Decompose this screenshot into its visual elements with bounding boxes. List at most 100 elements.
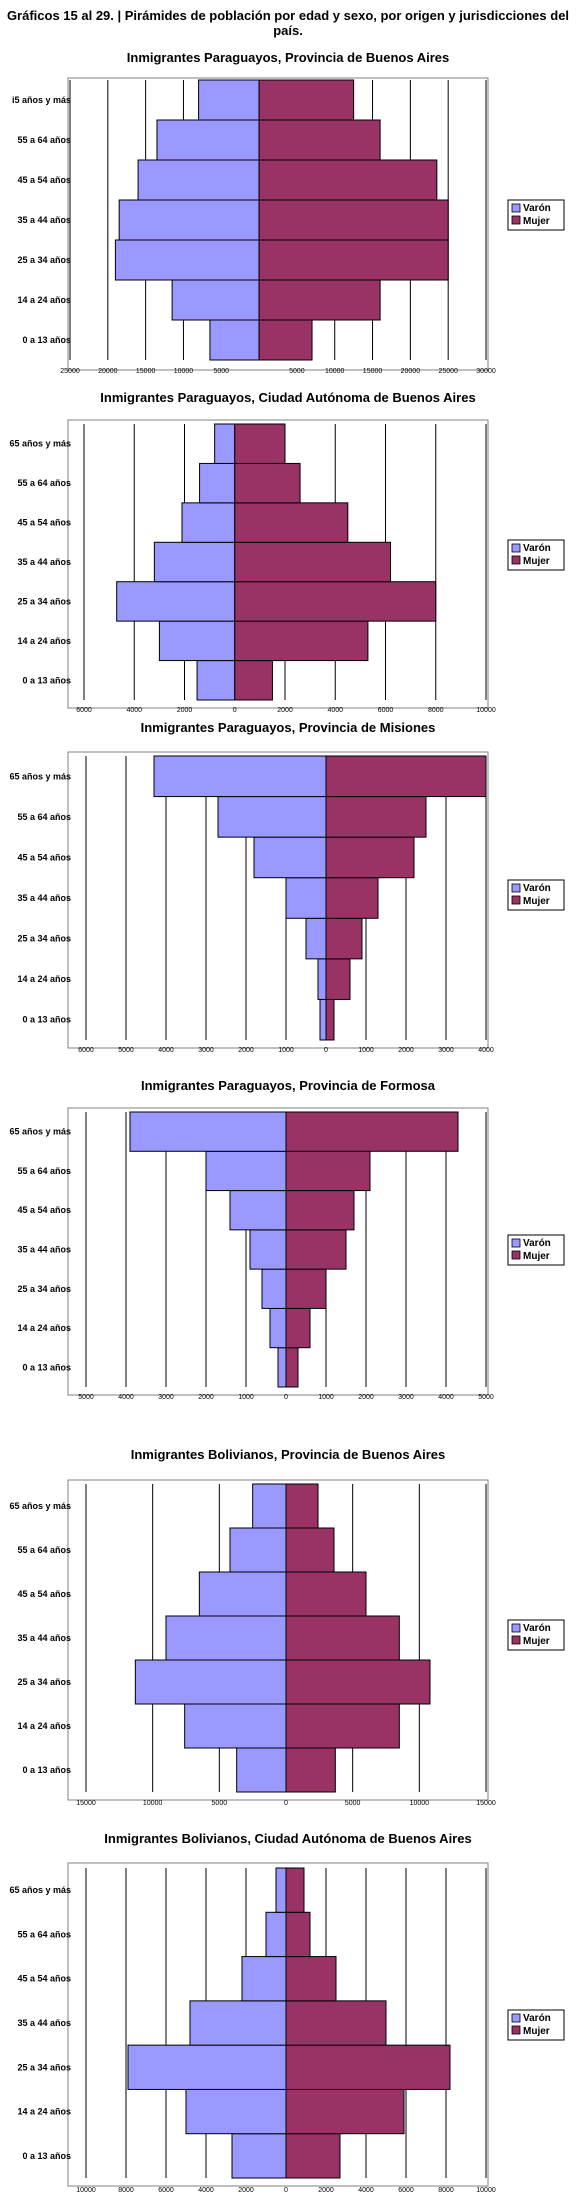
chart-title: Inmigrantes Bolivianos, Provincia de Bue… xyxy=(131,1447,446,1462)
bar-mujer xyxy=(285,1571,367,1617)
bar-varon xyxy=(214,423,236,464)
bar-mujer xyxy=(285,1307,311,1349)
bar-varon xyxy=(277,1347,287,1388)
category-label: 14 a 24 años xyxy=(17,1721,71,1731)
bar-mujer xyxy=(234,541,392,583)
bar-varon xyxy=(114,239,260,281)
legend-label-mujer: Mujer xyxy=(523,2026,550,2037)
bar-mujer xyxy=(285,1268,327,1309)
category-label: 14 a 24 años xyxy=(17,636,71,646)
bar-mujer xyxy=(234,660,273,701)
x-tick-label: 25000 xyxy=(60,368,80,375)
bar-varon xyxy=(261,1268,287,1309)
category-label: 45 a 54 años xyxy=(17,1589,71,1599)
bar-varon xyxy=(165,1615,287,1661)
bar-varon xyxy=(196,660,236,701)
chart-title: Inmigrantes Paraguayos, Provincia de For… xyxy=(141,1078,436,1093)
x-tick-label: 4000 xyxy=(358,2187,374,2194)
legend: Varón Mujer xyxy=(507,1619,565,1651)
bar-varon xyxy=(319,998,327,1041)
legend-swatch-mujer xyxy=(511,1635,521,1645)
x-tick-label: 10000 xyxy=(476,707,496,714)
x-tick-label: 10000 xyxy=(143,1800,163,1807)
bar-mujer xyxy=(325,958,351,1000)
bar-mujer xyxy=(234,502,349,543)
bar-mujer xyxy=(325,836,415,879)
category-label: 65 años y más xyxy=(9,439,71,449)
legend-label-mujer: Mujer xyxy=(523,556,550,567)
legend-label-mujer: Mujer xyxy=(523,216,550,227)
bar-varon xyxy=(171,279,260,321)
chart-title: Inmigrantes Paraguayos, Ciudad Autónoma … xyxy=(100,390,475,405)
x-tick-label: 6000 xyxy=(158,2187,174,2194)
bar-varon xyxy=(285,877,327,919)
x-tick-label: 15000 xyxy=(476,1800,496,1807)
legend-label-varon: Varón xyxy=(523,2013,551,2024)
chart-4: Inmigrantes Paraguayos, Provincia de For… xyxy=(9,1078,565,1401)
x-tick-label: 3000 xyxy=(398,1394,414,1401)
category-label: 65 años y más xyxy=(9,771,71,781)
legend-label-mujer: Mujer xyxy=(523,1636,550,1647)
bar-varon xyxy=(269,1307,287,1349)
legend-label-varon: Varón xyxy=(523,543,551,554)
bar-mujer xyxy=(325,796,427,838)
x-tick-label: 0 xyxy=(324,1047,328,1054)
legend-swatch-varon xyxy=(511,2013,521,2023)
bar-mujer xyxy=(285,1483,319,1529)
x-tick-label: 2000 xyxy=(318,2187,334,2194)
category-label: 35 a 44 años xyxy=(17,1633,71,1643)
x-tick-label: 2000 xyxy=(238,2187,254,2194)
bar-mujer xyxy=(285,1190,355,1231)
x-tick-label: 6000 xyxy=(398,2187,414,2194)
bar-varon xyxy=(252,1483,287,1529)
legend-swatch-mujer xyxy=(511,1250,521,1260)
x-tick-label: 10000 xyxy=(76,2187,96,2194)
category-label: 14 a 24 años xyxy=(17,2107,71,2117)
x-tick-label: 5000 xyxy=(78,1394,94,1401)
x-tick-label: 4000 xyxy=(327,707,343,714)
x-tick-label: 5000 xyxy=(212,1800,228,1807)
x-tick-label: 15000 xyxy=(363,368,383,375)
bar-varon xyxy=(231,2133,287,2179)
legend-label-varon: Varón xyxy=(523,203,551,214)
x-tick-label: 3000 xyxy=(438,1047,454,1054)
bar-varon xyxy=(129,1111,287,1152)
legend-label-varon: Varón xyxy=(523,883,551,894)
legend-swatch-mujer xyxy=(511,2025,521,2035)
chart-5: Inmigrantes Bolivianos, Provincia de Bue… xyxy=(9,1447,565,1807)
x-tick-label: 5000 xyxy=(213,368,229,375)
bar-mujer xyxy=(258,119,381,161)
chart-title: Inmigrantes Paraguayos, Provincia de Bue… xyxy=(127,50,449,65)
bar-varon xyxy=(205,1150,287,1192)
bar-varon xyxy=(198,1571,287,1617)
category-label: 0 a 13 años xyxy=(22,675,71,685)
category-label: 65 años y más xyxy=(9,1885,71,1895)
x-tick-label: 4000 xyxy=(158,1047,174,1054)
category-label: 0 a 13 años xyxy=(22,2151,71,2161)
category-label: 45 a 54 años xyxy=(17,518,71,528)
legend: Varón Mujer xyxy=(507,539,565,571)
category-label: 45 a 54 años xyxy=(17,852,71,862)
legend: Varón Mujer xyxy=(507,2009,565,2041)
bar-varon xyxy=(137,159,260,201)
category-label: 0 a 13 años xyxy=(22,1765,71,1775)
category-label: 35 a 44 años xyxy=(17,215,71,225)
x-tick-label: 6000 xyxy=(76,707,92,714)
bar-mujer xyxy=(325,917,363,960)
legend-swatch-varon xyxy=(511,1238,521,1248)
category-label: 0 a 13 años xyxy=(22,1362,71,1372)
bar-mujer xyxy=(285,1659,431,1705)
legend-swatch-mujer xyxy=(511,215,521,225)
legend: Varón Mujer xyxy=(507,1234,565,1266)
bar-mujer xyxy=(285,1111,459,1152)
category-label: 55 a 64 años xyxy=(17,478,71,488)
bar-varon xyxy=(249,1229,287,1270)
x-tick-label: 0 xyxy=(284,2187,288,2194)
x-tick-label: 20000 xyxy=(98,368,118,375)
x-tick-label: 1000 xyxy=(358,1047,374,1054)
bar-mujer xyxy=(285,2044,451,2090)
category-label: 14 a 24 años xyxy=(17,295,71,305)
x-tick-label: 5000 xyxy=(118,1047,134,1054)
bar-mujer xyxy=(234,462,301,504)
bar-mujer xyxy=(258,279,381,321)
